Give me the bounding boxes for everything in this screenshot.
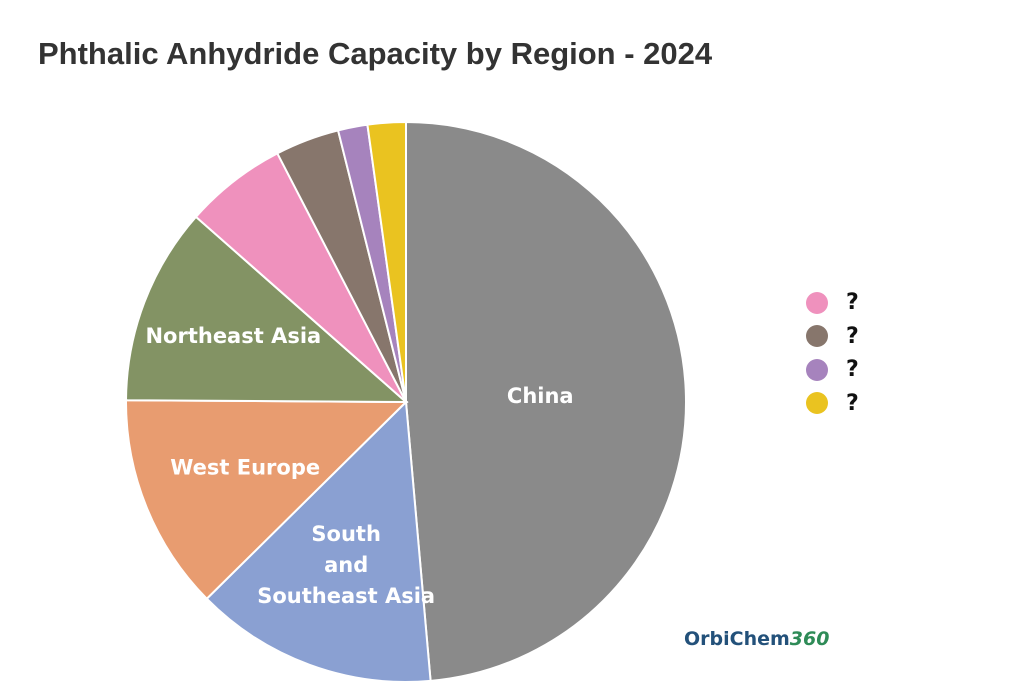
slice-label: Northeast Asia	[145, 324, 321, 348]
legend-label: ?	[846, 390, 859, 416]
legend-swatch	[806, 358, 828, 381]
slice-label: West Europe	[170, 455, 320, 479]
pie-slice	[405, 120, 687, 683]
slice-label: China	[507, 384, 574, 408]
legend-swatch	[806, 291, 828, 314]
logo-number: 360	[789, 628, 830, 650]
legend-item: ?	[806, 353, 859, 387]
legend-swatch	[806, 325, 828, 348]
pie-slice	[205, 399, 432, 683]
orbichem-logo: OrbiChem360	[684, 628, 829, 650]
legend-label: ?	[846, 323, 859, 349]
pie-slice	[124, 215, 409, 404]
pie-slice	[125, 399, 409, 601]
legend: ? ? ? ?	[806, 286, 859, 420]
legend-item: ?	[806, 320, 859, 354]
logo-text: OrbiChem	[684, 628, 790, 650]
chart-title: Phthalic Anhydride Capacity by Region - …	[38, 36, 713, 71]
legend-item: ?	[806, 286, 859, 320]
pie-slice	[366, 120, 407, 403]
legend-item: ?	[806, 387, 859, 421]
legend-label: ?	[846, 357, 859, 383]
legend-label: ?	[846, 290, 859, 316]
slice-label: South and Southeast Asia	[257, 522, 435, 608]
legend-swatch	[806, 392, 828, 415]
